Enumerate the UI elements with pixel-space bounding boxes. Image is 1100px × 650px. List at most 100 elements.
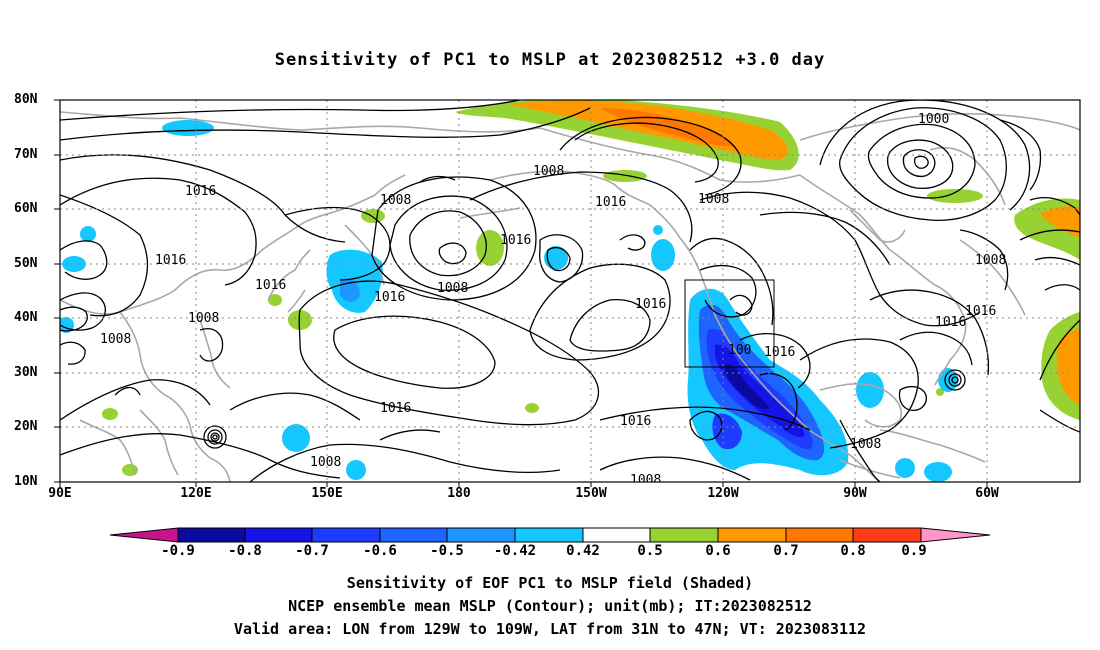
positive-sensitivity-area: [288, 310, 312, 330]
negative-sensitivity-area: [346, 460, 366, 480]
positive-sensitivity-area: [268, 294, 282, 306]
lat-label: 10N: [14, 474, 38, 489]
colorbar-segment: [582, 527, 651, 543]
contour-label: 1016: [155, 253, 186, 268]
negative-sensitivity-area: [712, 413, 742, 450]
colorbar-segment: [311, 527, 381, 543]
contour-label: 1008: [437, 281, 468, 296]
caption-line: Valid area: LON from 129W to 109W, LAT f…: [233, 620, 867, 638]
lat-lon-grid: [60, 100, 1080, 482]
colorbar-high-end: [920, 527, 991, 543]
contour-label: 1008: [100, 332, 131, 347]
colorbar-segment: [514, 527, 584, 543]
colorbar-label: -0.8: [228, 543, 262, 559]
colorbar-label: 0.9: [901, 543, 927, 559]
negative-sensitivity-area: [895, 458, 915, 478]
lon-label: 90W: [843, 486, 867, 501]
mslp-contours: [60, 100, 1080, 482]
contour-label: 1016: [935, 315, 966, 330]
contour-label: 100: [728, 343, 751, 358]
colorbar-label: -0.7: [295, 543, 329, 559]
positive-sensitivity-area: [102, 408, 118, 420]
lat-label: 60N: [14, 201, 38, 216]
lon-label: 180: [447, 486, 471, 501]
contour-label: 1016: [965, 304, 996, 319]
contour-label: 1000: [918, 112, 949, 127]
map-title: Sensitivity of PC1 to MSLP at 2023082512…: [274, 50, 826, 70]
contour-label: 1008: [630, 473, 661, 488]
positive-sensitivity-area: [603, 170, 647, 182]
contour-label: 1016: [764, 345, 795, 360]
negative-sensitivity-area: [856, 372, 884, 408]
negative-sensitivity-area: [162, 120, 214, 136]
negative-sensitivity-area: [653, 225, 663, 235]
lat-label: 30N: [14, 365, 38, 380]
contour-label: 1008: [850, 437, 881, 452]
positive-sensitivity-area: [510, 100, 788, 160]
colorbar-low-end: [109, 527, 179, 543]
negative-sensitivity-area: [924, 462, 952, 482]
positive-sensitivity-area: [1056, 328, 1080, 405]
lon-label: 90E: [48, 486, 72, 501]
positive-sensitivity-area: [927, 189, 983, 203]
colorbar-label: -0.5: [430, 543, 464, 559]
contour-labels: 1016 1008 1016 1016 1008 1016 1008 1016 …: [100, 112, 1006, 488]
contour-label: 1016: [255, 278, 286, 293]
colorbar-label: -0.6: [363, 543, 397, 559]
contour-label: 1016: [500, 233, 531, 248]
lon-label: 60W: [975, 486, 999, 501]
lon-label: 120W: [707, 486, 739, 501]
contour-label: 1016: [595, 195, 626, 210]
colorbar-label: 0.8: [840, 543, 866, 559]
colorbar-segment: [177, 527, 246, 543]
lat-label: 50N: [14, 256, 38, 271]
colorbar-label: 0.5: [637, 543, 663, 559]
caption-line: NCEP ensemble mean MSLP (Contour); unit(…: [288, 597, 812, 615]
contour-label: 1016: [380, 401, 411, 416]
colorbar-label: 0.6: [705, 543, 731, 559]
colorbar-segment: [244, 527, 313, 543]
map-plot-area: 1016 1008 1016 1016 1008 1016 1008 1016 …: [60, 100, 1080, 488]
contour-label: 1008: [698, 192, 729, 207]
colorbar-label: 0.7: [773, 543, 799, 559]
contour-label: 1008: [533, 164, 564, 179]
map-frame: [59, 99, 1081, 483]
colorbar-segment: [717, 527, 787, 543]
contour-label: 1008: [310, 455, 341, 470]
negative-sensitivity-area: [938, 368, 958, 392]
contour-label: 1008: [188, 311, 219, 326]
negative-sensitivity-area: [326, 249, 383, 313]
colorbar: [109, 527, 991, 543]
colorbar-segment: [446, 527, 516, 543]
sensitivity-shading: [60, 100, 1080, 482]
contour-label: 1016: [635, 297, 666, 312]
colorbar-segment: [852, 527, 922, 543]
colorbar-segment: [649, 527, 719, 543]
negative-sensitivity-area: [651, 239, 675, 271]
caption-line: Sensitivity of EOF PC1 to MSLP field (Sh…: [346, 574, 754, 592]
coastlines: [60, 111, 1080, 482]
contour-label: 1016: [185, 184, 216, 199]
negative-sensitivity-area: [80, 226, 96, 242]
lon-label: 150E: [311, 486, 343, 501]
positive-sensitivity-area: [525, 403, 539, 413]
colorbar-segment: [379, 527, 448, 543]
negative-sensitivity-area: [282, 424, 310, 452]
negative-sensitivity-area: [725, 364, 770, 410]
lat-label: 40N: [14, 310, 38, 325]
lat-label: 70N: [14, 147, 38, 162]
lat-label: 20N: [14, 419, 38, 434]
positive-sensitivity-area: [936, 388, 944, 396]
contour-label: 1008: [975, 253, 1006, 268]
contour-label: 1016: [620, 414, 651, 429]
negative-sensitivity-area: [544, 246, 568, 270]
positive-sensitivity-area: [476, 230, 504, 266]
negative-sensitivity-area: [715, 344, 805, 438]
lat-label: 80N: [14, 92, 38, 107]
lon-label: 120E: [180, 486, 212, 501]
colorbar-label: -0.42: [493, 543, 537, 559]
colorbar-label: 0.42: [566, 543, 600, 559]
contour-label: 1016: [374, 290, 405, 305]
colorbar-segment: [785, 527, 854, 543]
